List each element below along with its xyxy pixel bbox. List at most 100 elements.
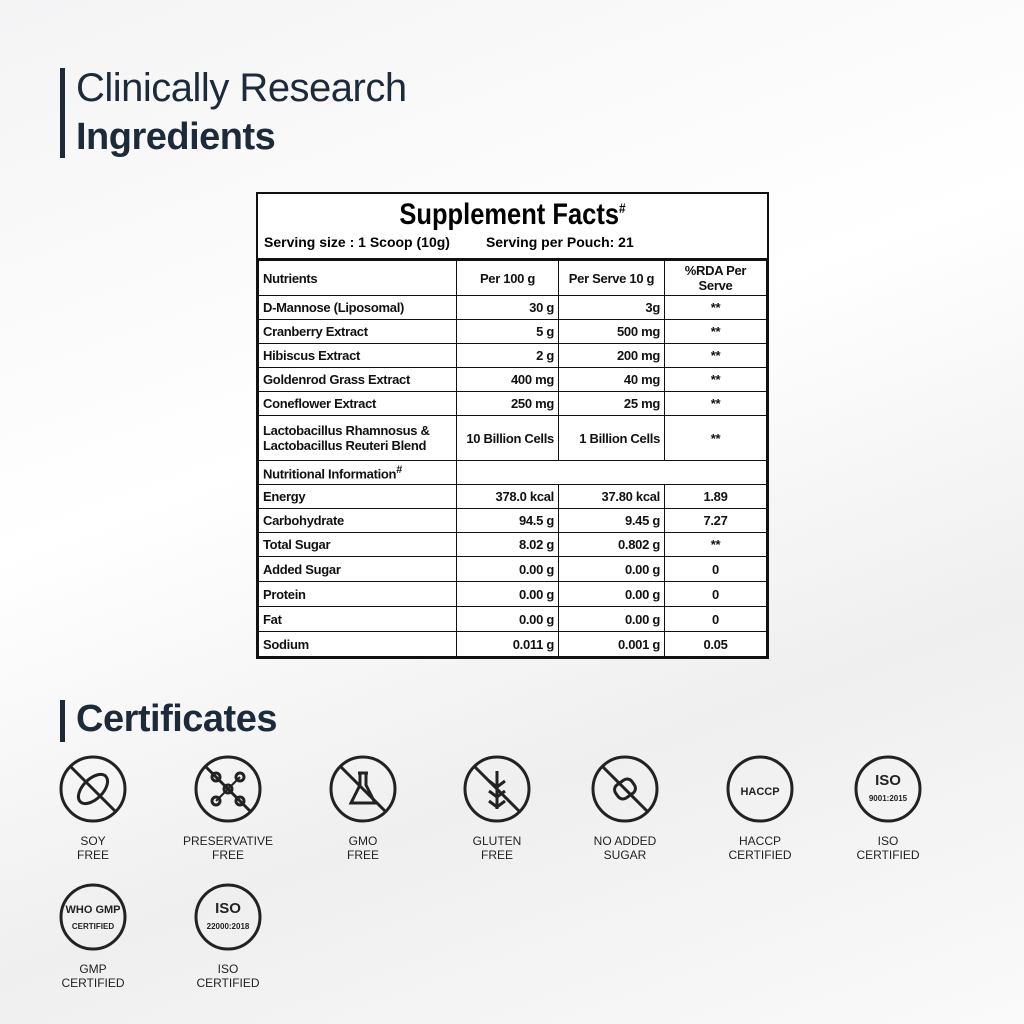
table-cell: 1.89 xyxy=(664,484,767,509)
table-cell: 0.001 g xyxy=(558,631,665,657)
certificate-label: CERTIFIED xyxy=(856,848,920,862)
certificate-label: ISO xyxy=(217,962,239,976)
table-cell: Nutrients xyxy=(258,260,457,296)
table-cell: 30 g xyxy=(456,295,559,320)
icon-ring xyxy=(329,755,397,823)
certificate-icon: ISO 9001:2015 xyxy=(854,755,922,823)
icon-slash xyxy=(204,765,252,813)
table-cell: 5 g xyxy=(456,319,559,344)
table-row: Sodium 0.011 g 0.001 g 0.05 xyxy=(258,631,767,657)
table-cell: 0.00 g xyxy=(456,556,559,582)
table-cell: 10 Billion Cells xyxy=(456,415,559,461)
certificate-icon xyxy=(59,755,127,823)
icon-ring xyxy=(194,883,262,951)
table-cell: Protein xyxy=(258,581,457,607)
table-row: Total Sugar 8.02 g 0.802 g ** xyxy=(258,532,767,557)
icon-ring xyxy=(59,755,127,823)
icon-shape xyxy=(234,771,246,783)
section-row: Nutritional Information# xyxy=(258,460,767,485)
section-cell: Nutritional Information# xyxy=(258,460,457,485)
accent-bar xyxy=(60,700,65,742)
table-cell: Carbohydrate xyxy=(258,508,457,533)
certificate-icon xyxy=(329,755,397,823)
table-cell: 0.00 g xyxy=(558,581,665,607)
certificate-icon xyxy=(591,755,659,823)
table-cell: D-Mannose (Liposomal) xyxy=(258,295,457,320)
certificate-label: SOY xyxy=(80,834,106,848)
icon-slash xyxy=(473,765,521,813)
table-cell: 0 xyxy=(664,556,767,582)
certificate-icon xyxy=(463,755,531,823)
table-cell: 0.802 g xyxy=(558,532,665,557)
section-mark: # xyxy=(396,463,402,476)
table-row: Energy 378.0 kcal 37.80 kcal 1.89 xyxy=(258,484,767,509)
badge-text: WHO GMP xyxy=(66,904,121,916)
certificate-label: ISO xyxy=(877,834,899,848)
table-cell: Hibiscus Extract xyxy=(258,343,457,368)
table-row: Coneflower Extract 250 mg 25 mg ** xyxy=(258,391,767,416)
certificate: ISO 22000:2018 ISO CERTIFIED xyxy=(168,880,288,990)
table-cell: ** xyxy=(664,391,767,416)
badge-text: 9001:2015 xyxy=(869,794,908,803)
certificate-label: NO ADDED xyxy=(593,834,657,848)
certificate: PRESERVATIVE FREE xyxy=(168,752,288,862)
table-cell: ** xyxy=(664,532,767,557)
certificate-label: PRESERVATIVE xyxy=(182,834,274,848)
table-cell: 37.80 kcal xyxy=(558,484,665,509)
icon-shape xyxy=(234,795,246,807)
certificate-label: GMO xyxy=(348,834,378,848)
badge-text: HACCP xyxy=(740,786,779,798)
table-cell: Goldenrod Grass Extract xyxy=(258,367,457,392)
icon-shape xyxy=(215,788,229,802)
serving-info: Serving size : 1 Scoop (10g) Serving per … xyxy=(258,232,767,260)
supplement-facts: Supplement Facts# Serving size : 1 Scoop… xyxy=(256,192,769,659)
certificate-label: CERTIFIED xyxy=(61,976,125,990)
table-cell: 3g xyxy=(558,295,665,320)
certificate: SOY FREE xyxy=(33,752,153,862)
table-cell: Lactobacillus Rhamnosus & Lactobacillus … xyxy=(258,415,457,461)
section-title: Nutritional Information xyxy=(263,466,397,482)
icon-ring xyxy=(726,755,794,823)
section-cell xyxy=(456,460,767,485)
certificate-label: FREE xyxy=(346,848,379,862)
table-cell: 250 mg xyxy=(456,391,559,416)
icon-ring xyxy=(854,755,922,823)
icon-shape xyxy=(210,795,222,807)
table-cell: 378.0 kcal xyxy=(456,484,559,509)
facts-title: Supplement Facts# xyxy=(296,198,729,232)
table-row: Goldenrod Grass Extract 400 mg 40 mg ** xyxy=(258,367,767,392)
certificate: GMO FREE xyxy=(303,752,423,862)
certificate-label: FREE xyxy=(76,848,109,862)
certificate: GLUTEN FREE xyxy=(437,752,557,862)
heading-line: Ingredients xyxy=(76,116,276,158)
table-cell: 500 mg xyxy=(558,319,665,344)
table-cell: Cranberry Extract xyxy=(258,319,457,344)
certificate-label: FREE xyxy=(480,848,513,862)
badge-text: ISO xyxy=(875,772,901,789)
certificate: ISO 9001:2015 ISO CERTIFIED xyxy=(828,752,948,862)
accent-bar xyxy=(60,68,65,158)
table-cell: 0 xyxy=(664,581,767,607)
certificate-icon: WHO GMP CERTIFIED xyxy=(59,883,127,951)
table-cell: ** xyxy=(664,343,767,368)
table-cell: Total Sugar xyxy=(258,532,457,557)
icon-shape xyxy=(222,783,234,795)
icon-slash xyxy=(69,765,117,813)
table-cell: 200 mg xyxy=(558,343,665,368)
table-cell: 0.00 g xyxy=(558,556,665,582)
table-cell: 0.011 g xyxy=(456,631,559,657)
title-mark: # xyxy=(619,200,626,216)
table-cell: 7.27 xyxy=(664,508,767,533)
facts-table: Nutrients Per 100 g Per Serve 10 g %RDA Per… xyxy=(258,260,767,657)
icon-ring xyxy=(591,755,659,823)
table-cell: Per Serve 10 g xyxy=(558,260,665,296)
serving-size: Serving size : 1 Scoop (10g) xyxy=(264,234,450,250)
serving-per-pouch: Serving per Pouch: 21 xyxy=(485,234,634,250)
table-row: Lactobacillus Rhamnosus & Lactobacillus … xyxy=(258,415,767,461)
table-cell: 1 Billion Cells xyxy=(558,415,665,461)
certificate: HACCP HACCP CERTIFIED xyxy=(700,752,820,862)
table-cell: Coneflower Extract xyxy=(258,391,457,416)
title-text: Supplement Facts xyxy=(399,198,620,231)
table-cell: Added Sugar xyxy=(258,556,457,582)
